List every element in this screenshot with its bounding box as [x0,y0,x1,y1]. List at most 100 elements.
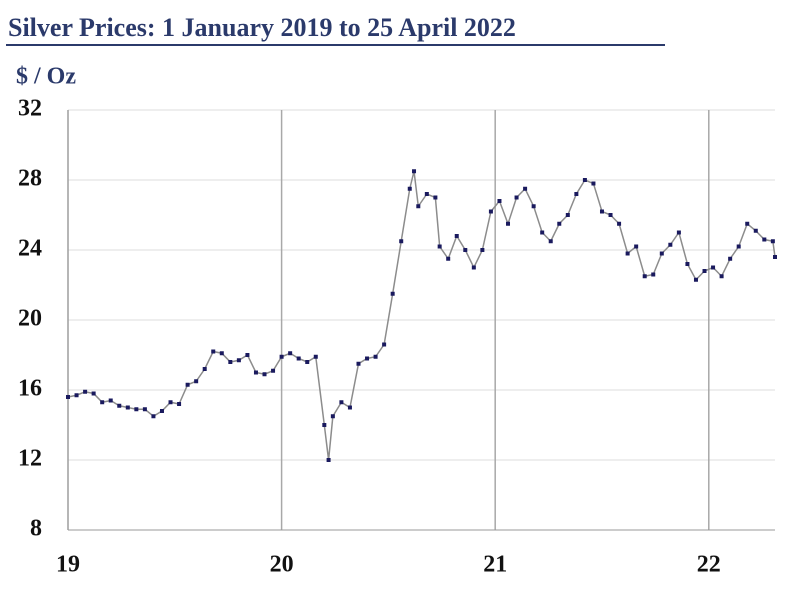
price-point [548,239,553,244]
price-point [228,360,233,364]
price-point [219,351,224,356]
x-tick-label: 22 [697,552,721,578]
price-point [540,230,545,235]
price-point [582,178,587,182]
price-point [151,414,156,419]
price-point [711,265,716,270]
chart-title: Silver Prices: 1 January 2019 to 25 Apri… [8,13,516,42]
price-point [365,356,370,361]
price-point [454,234,459,238]
price-point [412,169,417,174]
price-point [625,251,630,256]
price-point [279,354,284,359]
price-point [659,251,664,256]
price-point [416,204,421,209]
price-point [702,269,707,273]
price-point [719,274,724,279]
y-tick-label: 24 [18,236,42,262]
price-point [608,213,613,217]
price-point [480,248,485,252]
price-point [245,353,250,357]
price-point [373,354,378,359]
price-point [676,230,681,235]
price-point [471,265,476,270]
price-point [770,239,775,244]
price-point [125,405,130,410]
y-tick-label: 8 [30,516,42,542]
price-point [108,398,113,403]
price-point [100,400,105,405]
x-tick-label: 21 [483,552,507,578]
price-point [194,379,199,384]
price-point [685,262,690,266]
price-point [446,256,451,261]
price-point [745,221,750,226]
price-point [253,370,258,375]
price-point [347,405,352,410]
price-point [262,372,267,377]
y-tick-label: 28 [18,166,42,192]
price-point [271,368,276,373]
price-point [463,248,468,252]
price-point [531,204,536,209]
y-tick-label: 12 [18,446,42,472]
price-point [433,195,438,200]
price-point [330,414,335,419]
y-tick-label: 20 [18,306,42,332]
price-point [177,402,182,406]
price-point [305,360,310,364]
price-point [313,354,318,359]
price-point [390,291,395,296]
price-point [591,181,596,186]
x-tick-label: 20 [270,552,294,578]
price-point [773,255,777,259]
price-point [142,407,147,412]
price-point [753,228,758,233]
price-point [407,186,412,191]
price-point [565,213,570,217]
price-point [134,407,139,412]
price-point [117,403,122,408]
price-point [728,256,733,261]
price-point [617,221,622,226]
price-point [288,351,293,356]
price-point [74,393,79,398]
price-point [202,367,207,371]
price-point [424,192,429,196]
price-point [83,389,88,394]
price-point [296,356,301,361]
price-point [642,274,647,279]
price-point [382,342,387,347]
price-point [211,349,216,354]
price-point [599,209,604,214]
price-point [326,458,331,462]
price-point [356,361,361,366]
price-point [506,221,511,226]
price-point [693,277,698,282]
y-axis-label: $ / Oz [16,64,76,90]
price-point [185,382,190,387]
price-point [322,423,327,427]
price-point [159,409,164,413]
price-point [634,244,639,249]
price-point [762,237,767,242]
price-point [399,239,404,244]
price-point [497,199,502,203]
price-point [514,195,519,200]
price-point [668,242,673,247]
price-point [339,400,344,405]
y-tick-label: 16 [18,376,42,402]
price-point [651,272,656,277]
y-tick-label: 32 [18,96,42,122]
x-tick-label: 19 [56,552,80,578]
price-point [437,244,442,249]
price-point [574,192,579,196]
price-point [488,209,493,214]
price-point [736,244,741,249]
price-line [67,171,776,461]
price-point [66,395,70,399]
price-point [91,391,96,396]
price-point [236,358,241,363]
price-point [557,221,562,226]
